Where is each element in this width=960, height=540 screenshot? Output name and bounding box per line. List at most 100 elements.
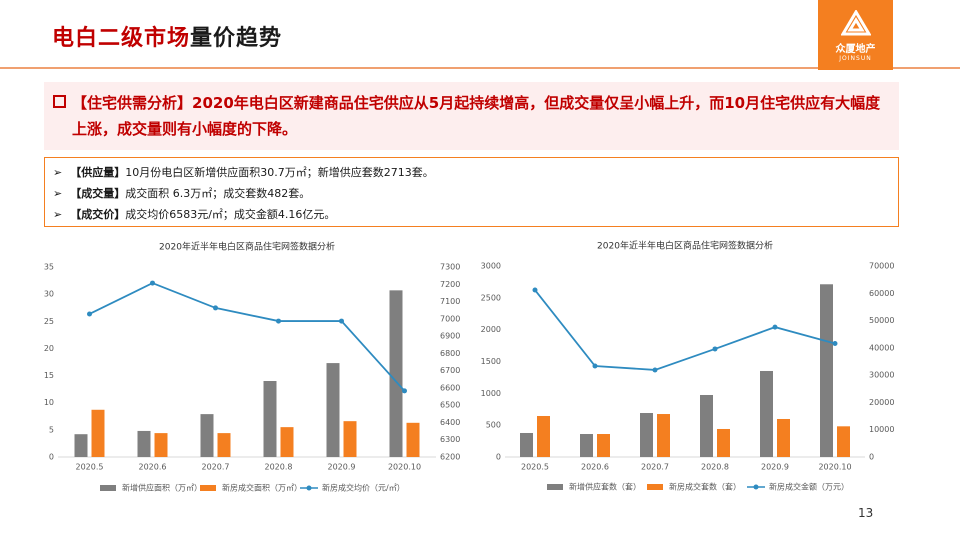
legend-label: 新房成交金额（万元） bbox=[769, 482, 849, 492]
bar bbox=[280, 427, 294, 457]
x-tick-label: 2020.7 bbox=[641, 463, 669, 472]
line-marker bbox=[592, 363, 598, 369]
line-marker bbox=[339, 318, 344, 324]
bullet-text: 成交面积 6.3万㎡；成交套数482套。 bbox=[125, 187, 311, 200]
y2-tick-label: 7200 bbox=[440, 280, 460, 289]
y-tick-label: 1500 bbox=[481, 357, 501, 366]
bullet: 【成交量】成交面积 6.3万㎡；成交套数482套。 bbox=[53, 183, 898, 204]
logo-en: JOINSUN bbox=[839, 55, 872, 62]
y2-tick-label: 7100 bbox=[440, 297, 460, 306]
legend-swatch bbox=[200, 485, 216, 491]
x-tick-label: 2020.5 bbox=[521, 463, 549, 472]
bar bbox=[137, 430, 151, 457]
line-marker bbox=[213, 305, 218, 311]
legend-swatch bbox=[753, 484, 759, 490]
y2-tick-label: 6600 bbox=[440, 383, 460, 392]
header-rule bbox=[0, 67, 960, 69]
bar bbox=[640, 413, 653, 457]
legend-swatch bbox=[647, 484, 663, 490]
y-tick-label: 5 bbox=[49, 425, 54, 434]
line-marker bbox=[772, 324, 778, 330]
y2-tick-label: 7000 bbox=[440, 314, 460, 323]
bar bbox=[326, 363, 340, 457]
bullet-text: 10月份电白区新增供应面积30.7万㎡；新增供应套数2713套。 bbox=[125, 166, 434, 179]
x-tick-label: 2020.10 bbox=[388, 463, 421, 472]
y-tick-label: 25 bbox=[44, 317, 54, 326]
line bbox=[89, 282, 406, 392]
legend-label: 新房成交面积（万㎡） bbox=[222, 483, 302, 493]
y-tick-label: 20 bbox=[44, 344, 54, 353]
summary: 【住宅供需分析】2020年电白区新建商品住宅供应从5月起持续增高，但成交量仅呈小… bbox=[44, 82, 899, 150]
bar bbox=[837, 426, 850, 457]
x-tick-label: 2020.5 bbox=[76, 463, 104, 472]
line bbox=[534, 289, 836, 371]
legend-label: 新增供应套数（套） bbox=[569, 482, 641, 492]
bar bbox=[343, 421, 357, 457]
line-marker bbox=[652, 367, 658, 373]
y-tick-label: 30 bbox=[44, 290, 54, 299]
bar bbox=[74, 434, 88, 457]
y2-tick-label: 6800 bbox=[440, 349, 460, 358]
page-number: 13 bbox=[858, 506, 874, 520]
y2-tick-label: 20000 bbox=[869, 398, 894, 407]
bar bbox=[717, 428, 730, 457]
bar bbox=[91, 409, 105, 457]
bullet-text: 成交均价6583元/㎡；成交金额4.16亿元。 bbox=[125, 208, 336, 221]
y-tick-label: 2000 bbox=[481, 325, 501, 334]
y-tick-label: 2500 bbox=[481, 293, 501, 302]
bar bbox=[389, 290, 403, 457]
x-tick-label: 2020.6 bbox=[139, 463, 167, 472]
bar bbox=[200, 414, 214, 457]
bullet-label: 【成交量】 bbox=[70, 187, 126, 200]
slide-title: 电白二级市场量价趋势 bbox=[52, 20, 282, 52]
bar bbox=[700, 394, 713, 457]
y-tick-label: 500 bbox=[486, 421, 501, 430]
bar bbox=[777, 418, 790, 457]
bar bbox=[657, 414, 670, 457]
legend-label: 新房成交均价（元/㎡） bbox=[322, 483, 405, 493]
y2-tick-label: 6300 bbox=[440, 435, 460, 444]
line-marker bbox=[276, 318, 281, 324]
bullet: 【成交价】成交均价6583元/㎡；成交金额4.16亿元。 bbox=[53, 204, 898, 225]
logo: 众厦地产 JOINSUN bbox=[818, 0, 893, 70]
chart-title: 2020年近半年电白区商品住宅网签数据分析 bbox=[159, 241, 335, 253]
bar bbox=[537, 415, 550, 457]
line-marker bbox=[712, 346, 718, 352]
title-highlight: 电白二级市场 bbox=[52, 26, 191, 51]
y2-tick-label: 6200 bbox=[440, 453, 460, 462]
logo-name: 众厦地产 bbox=[835, 44, 876, 55]
x-tick-label: 2020.10 bbox=[818, 463, 851, 472]
bar bbox=[597, 434, 610, 457]
summary-text: 2020年电白区新建商品住宅供应从5月起持续增高，但成交量仅呈小幅上升，而10月… bbox=[72, 94, 881, 138]
line-marker bbox=[832, 340, 838, 346]
bar bbox=[154, 433, 168, 457]
title-rest: 量价趋势 bbox=[190, 26, 283, 51]
line-marker bbox=[532, 287, 538, 293]
legend-swatch bbox=[547, 484, 563, 490]
bar bbox=[406, 422, 420, 457]
y-tick-label: 15 bbox=[44, 371, 54, 380]
y-tick-label: 1000 bbox=[481, 389, 501, 398]
y2-tick-label: 0 bbox=[869, 453, 874, 462]
y2-tick-label: 6900 bbox=[440, 332, 460, 341]
line-marker bbox=[150, 280, 155, 286]
bar bbox=[217, 433, 231, 457]
x-tick-label: 2020.9 bbox=[761, 463, 789, 472]
y2-tick-label: 50000 bbox=[869, 316, 894, 325]
logo-icon bbox=[839, 9, 872, 36]
x-tick-label: 2020.7 bbox=[202, 463, 230, 472]
legend-swatch bbox=[100, 485, 116, 491]
y2-tick-label: 10000 bbox=[869, 425, 894, 434]
bar bbox=[263, 381, 277, 457]
bar bbox=[820, 284, 833, 457]
x-tick-label: 2020.8 bbox=[265, 463, 293, 472]
x-tick-label: 2020.8 bbox=[701, 463, 729, 472]
bar bbox=[760, 370, 773, 457]
y2-tick-label: 30000 bbox=[869, 371, 894, 380]
bullet-list: 【供应量】10月份电白区新增供应面积30.7万㎡；新增供应套数2713套。 【成… bbox=[44, 157, 899, 227]
y-tick-label: 3000 bbox=[481, 262, 501, 271]
y-tick-label: 10 bbox=[44, 398, 54, 407]
y2-tick-label: 6500 bbox=[440, 401, 460, 410]
